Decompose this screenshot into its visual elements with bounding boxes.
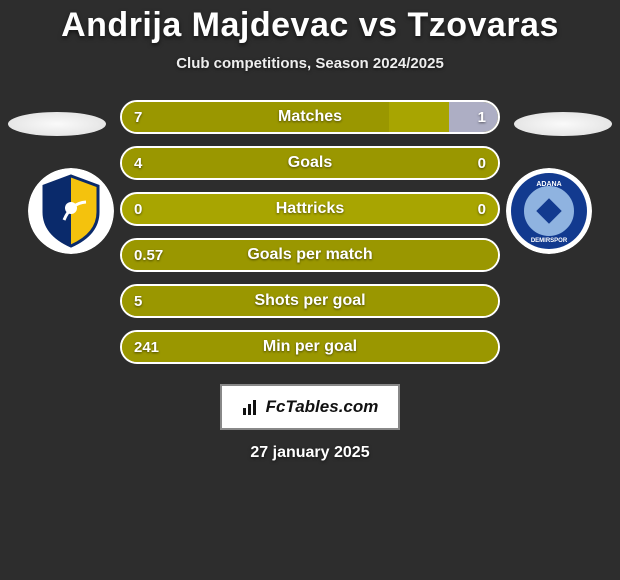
stat-label: Shots per goal — [122, 286, 498, 316]
stat-bar: 40Goals — [120, 146, 500, 180]
stat-label: Min per goal — [122, 332, 498, 362]
stat-bar: 5Shots per goal — [120, 284, 500, 318]
side-logos: ADANA DEMIRSPOR — [0, 100, 620, 360]
team-badge-left — [28, 168, 114, 254]
date: 27 january 2025 — [0, 444, 620, 462]
stat-label: Hattricks — [122, 194, 498, 224]
stat-bar: 00Hattricks — [120, 192, 500, 226]
subtitle: Club competitions, Season 2024/2025 — [0, 55, 620, 72]
player-oval-right — [514, 112, 612, 136]
stat-bar: 71Matches — [120, 100, 500, 134]
bar-chart-icon — [242, 398, 260, 416]
svg-text:ADANA: ADANA — [536, 181, 561, 188]
stat-label: Goals — [122, 148, 498, 178]
infographic-container: Andrija Majdevac vs Tzovaras Club compet… — [0, 0, 620, 580]
brand-text: FcTables.com — [266, 397, 379, 417]
player-oval-left — [8, 112, 106, 136]
stat-bar: 0.57Goals per match — [120, 238, 500, 272]
content: ADANA DEMIRSPOR 71Matches 40Goals 00Hattri… — [0, 100, 620, 462]
adana-demirspor-crest-icon: ADANA DEMIRSPOR — [506, 168, 592, 254]
team-badge-right: ADANA DEMIRSPOR — [506, 168, 592, 254]
page-title: Andrija Majdevac vs Tzovaras — [0, 0, 620, 45]
stat-label: Matches — [122, 102, 498, 132]
svg-text:DEMIRSPOR: DEMIRSPOR — [531, 238, 568, 244]
stat-bar: 241Min per goal — [120, 330, 500, 364]
stat-label: Goals per match — [122, 240, 498, 270]
panaitolikos-crest-icon — [28, 168, 114, 254]
brand-badge: FcTables.com — [220, 384, 400, 430]
